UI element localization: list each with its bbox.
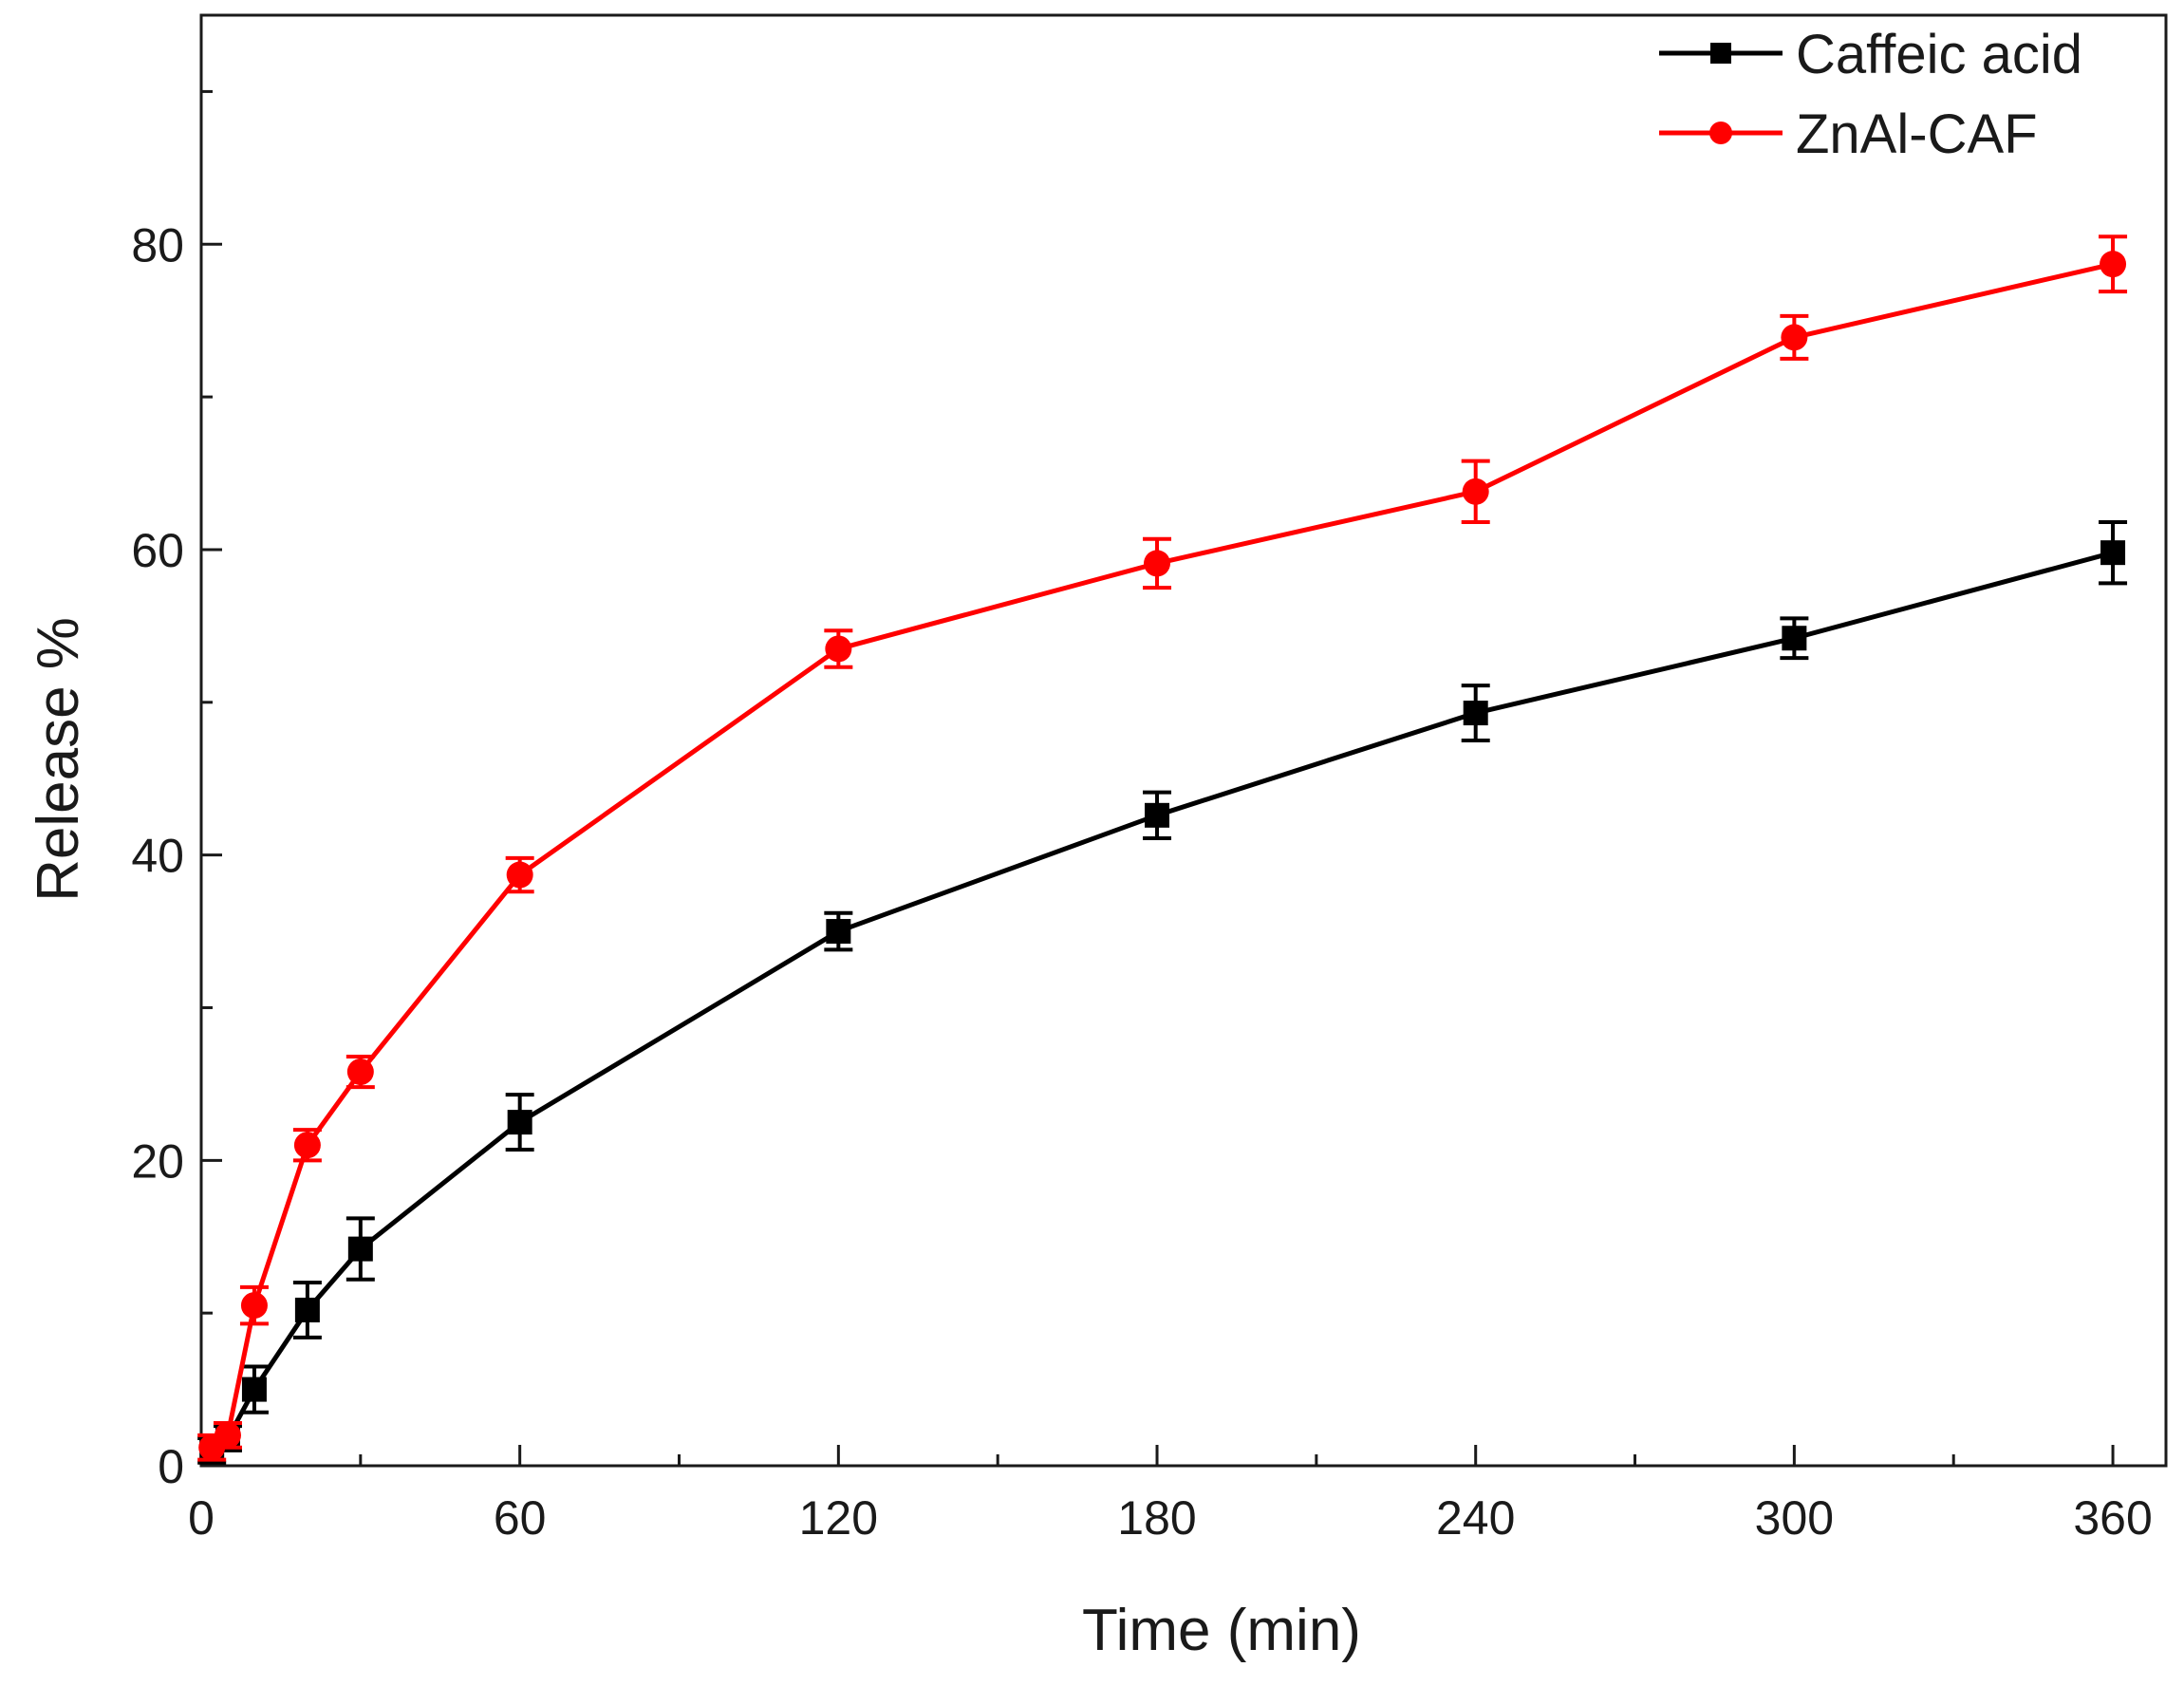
legend: Caffeic acid ZnAl-CAF — [1659, 24, 2082, 165]
x-tick-label: 0 — [188, 1491, 215, 1545]
legend-label: ZnAl-CAF — [1796, 103, 2038, 165]
data-point — [1462, 478, 1489, 505]
x-tick-label: 180 — [1117, 1491, 1196, 1545]
data-point — [1144, 550, 1171, 577]
data-point — [1782, 626, 1807, 651]
data-point — [293, 1132, 321, 1159]
plot-frame — [199, 13, 2168, 1468]
data-point — [506, 861, 533, 889]
data-point — [214, 1421, 241, 1449]
y-tick-label: 60 — [131, 524, 184, 577]
data-point — [2100, 540, 2126, 566]
x-tick-label: 300 — [1755, 1491, 1834, 1545]
x-tick-label: 240 — [1436, 1491, 1515, 1545]
data-point — [2100, 251, 2127, 278]
data-point — [1463, 701, 1488, 726]
y-tick-label: 40 — [131, 830, 184, 883]
data-point — [826, 919, 851, 945]
data-point — [241, 1377, 267, 1402]
y-tick-label: 0 — [158, 1440, 184, 1493]
series-line — [210, 261, 2114, 1450]
series-caffeic-acid — [197, 519, 2128, 1465]
series-line — [210, 550, 2114, 1452]
y-tick-label: 80 — [131, 218, 184, 272]
series-layer — [197, 234, 2128, 1465]
data-point — [507, 1110, 532, 1135]
y-axis-ticks: 0 20 40 60 80 — [131, 89, 222, 1493]
legend-label: Caffeic acid — [1796, 24, 2082, 85]
data-point — [347, 1236, 373, 1262]
legend-marker — [1710, 43, 1731, 64]
x-tick-label: 360 — [2073, 1491, 2152, 1545]
x-axis-ticks: 0 60 120 180 240 300 360 — [188, 1445, 2153, 1545]
data-point — [1145, 802, 1170, 828]
y-axis-title: Release % — [26, 617, 91, 902]
series-znal-caf — [197, 234, 2128, 1462]
data-point — [294, 1297, 320, 1322]
legend-marker — [1709, 122, 1732, 144]
data-point — [346, 1058, 374, 1086]
x-axis-title: Time (min) — [1082, 1598, 1361, 1663]
x-tick-label: 60 — [494, 1491, 547, 1545]
y-tick-label: 20 — [131, 1134, 184, 1188]
data-point — [1781, 324, 1808, 351]
data-point — [240, 1292, 268, 1320]
data-point — [825, 635, 852, 663]
x-tick-label: 120 — [799, 1491, 878, 1545]
